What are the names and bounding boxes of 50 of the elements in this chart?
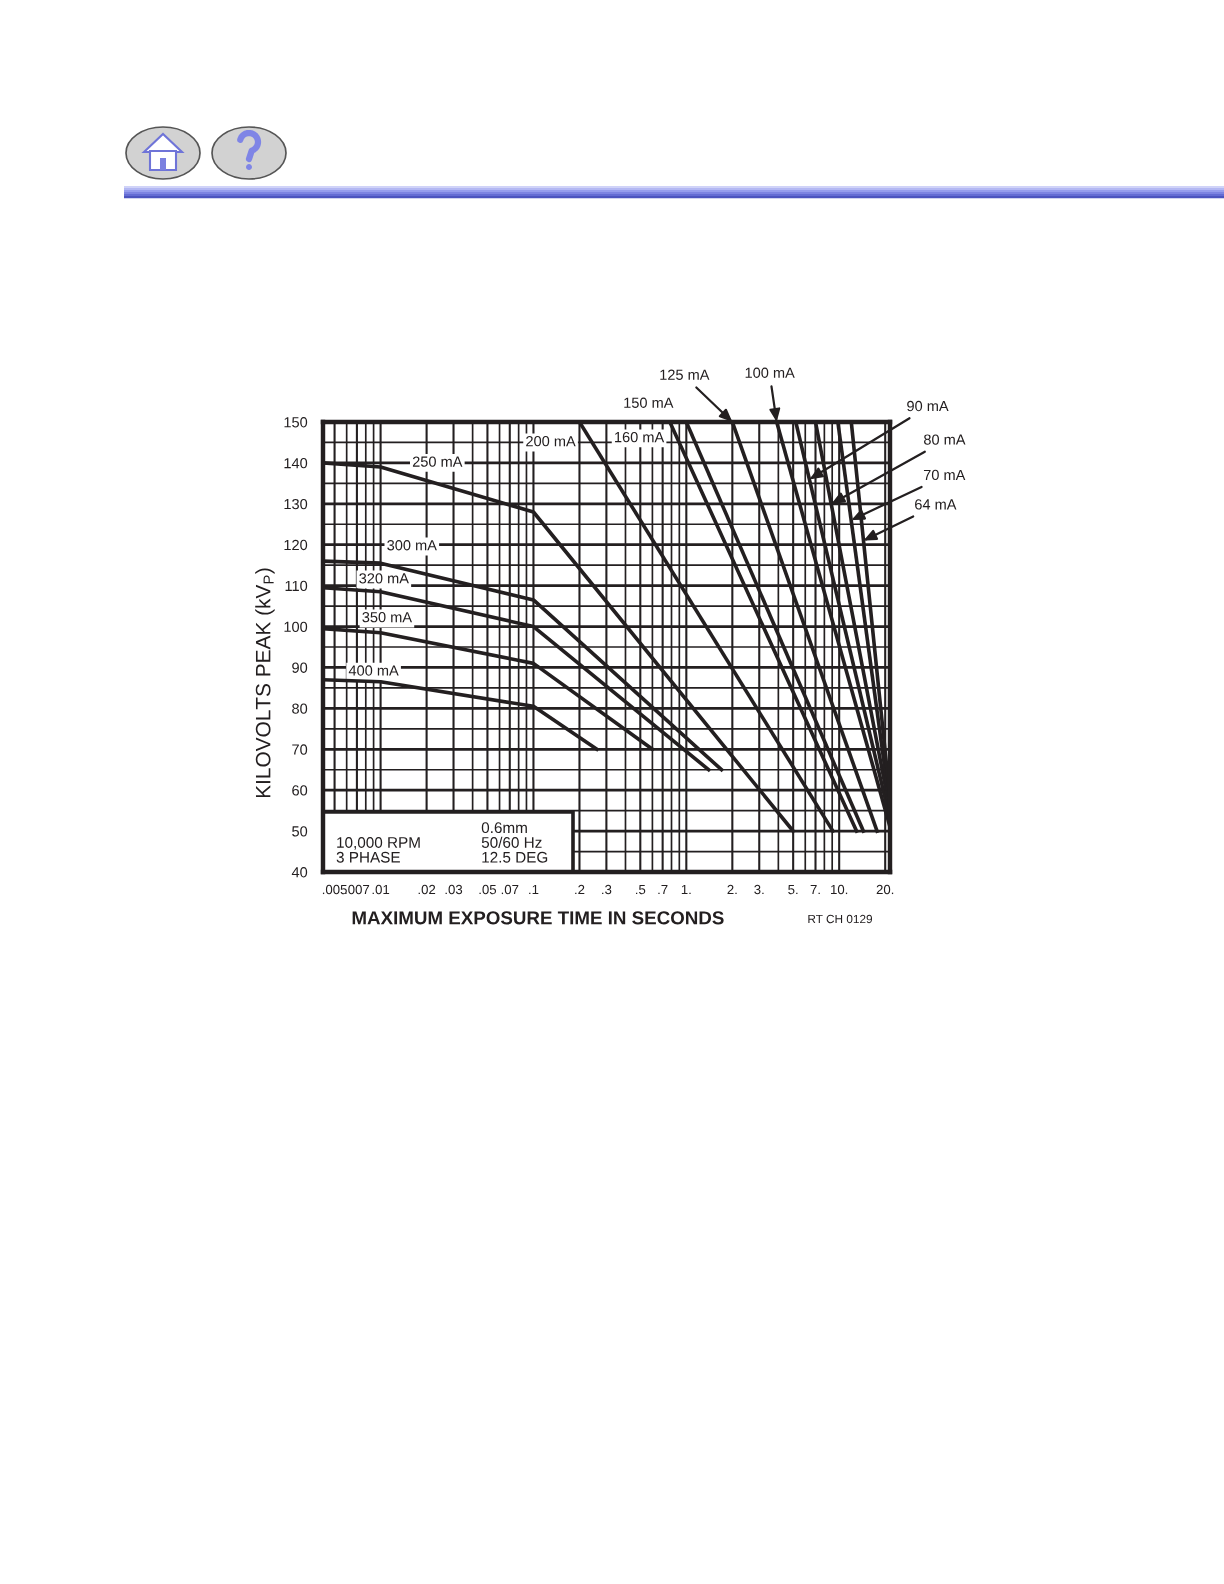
x-tick-label: .05 [479,884,497,895]
x-tick-label: 10. [831,884,848,895]
y-tick-label: 120 [284,539,308,551]
annotation: 400 mA [348,665,399,676]
annotation: 125 mA [660,369,710,380]
y-tick-label: 90 [292,662,308,673]
x-tick-label: 5. [788,884,798,895]
x-axis-title: MAXIMUM EXPOSURE TIME IN SECONDS [352,911,724,925]
annotation: 64 mA [915,499,957,510]
x-tick-label: .03 [445,884,463,895]
y-tick-label: 70 [292,744,308,755]
x-tick-label: 2. [727,884,737,895]
annotation: 320 mA [359,573,409,584]
x-tick-label: 3. [754,884,764,895]
annotation: 100 mA [745,367,795,378]
y-tick-label: 140 [284,458,308,469]
y-tick-label: 40 [291,867,308,878]
annotation: 80 mA [924,434,966,445]
y-tick-label: 110 [285,580,308,592]
y-tick-label: 150 [284,417,308,428]
x-tick-label: .2 [575,884,585,895]
annotation: 300 mA [387,540,437,551]
annotation: 10,000 RPM 3 PHASE [336,837,420,863]
annotation: 150 mA [624,397,674,408]
y-tick-label: 130 [284,498,308,510]
y-tick-label: 100 [284,621,308,632]
x-tick-label: .007 [345,884,370,895]
x-tick-label: 20. [876,884,894,895]
annotation: 70 mA [923,469,966,481]
annotation: 90 mA [907,400,949,412]
x-tick-label: .005 [322,884,347,895]
y-tick-label: 60 [292,785,308,796]
x-tick-label: .5 [636,884,646,895]
annotation: 200 mA [526,436,576,447]
text: RT CH 0129 [808,914,873,924]
x-tick-label: 7. [810,884,820,895]
x-tick-label: .3 [602,884,612,895]
annotation: 0.6mm 50/60 Hz 12.5 DEG [481,822,548,863]
annotation: 350 mA [362,612,413,623]
x-tick-label: 1. [681,884,691,895]
x-tick-label: .07 [501,884,519,895]
x-tick-label: .7 [658,884,668,895]
annotation: 250 mA [412,456,463,467]
y-axis-title: KILOVOLTS PEAK (kV$_{P}$) [255,568,275,798]
x-tick-label: .1 [529,884,539,895]
x-tick-label: .02 [418,884,436,895]
y-tick-label: 80 [292,703,308,714]
x-tick-label: .01 [372,884,390,895]
y-tick-label: 50 [292,826,308,837]
annotation: 160 mA [615,431,665,443]
